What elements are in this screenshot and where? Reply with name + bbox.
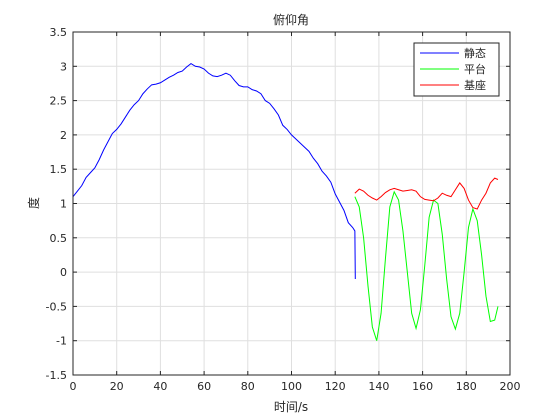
x-tick-label: 120 (325, 380, 346, 393)
y-tick-label: 0 (60, 266, 67, 279)
y-tick-label: -1.5 (46, 369, 67, 382)
x-tick-label: 100 (281, 380, 302, 393)
x-tick-label: 0 (70, 380, 77, 393)
x-tick-label: 60 (197, 380, 211, 393)
x-tick-label: 140 (368, 380, 389, 393)
axis-ticks: 0 20 40 60 80 100 120 140 160 180 200 -1.5 -1 -0.5 0 0.… (46, 26, 521, 393)
y-tick-label: 0.5 (50, 232, 68, 245)
x-tick-label: 200 (500, 380, 521, 393)
y-tick-label: 2.5 (50, 95, 68, 108)
series-line (354, 177, 499, 210)
legend-label: 基座 (464, 78, 486, 92)
series-line (72, 62, 356, 279)
y-axis-title: 度 (26, 197, 41, 209)
y-tick-label: 3 (60, 60, 67, 73)
chart-title: 俯仰角 (273, 12, 309, 27)
x-tick-label: 80 (241, 380, 255, 393)
series-line (354, 190, 499, 341)
y-tick-label: 3.5 (50, 26, 68, 39)
legend-label: 平台 (464, 62, 486, 76)
y-tick-label: 2 (60, 129, 67, 142)
y-tick-label: -1 (56, 335, 67, 348)
x-tick-label: 180 (456, 380, 477, 393)
y-tick-label: 1.5 (50, 163, 68, 176)
legend-label: 静态 (464, 46, 486, 60)
x-tick-label: 40 (153, 380, 167, 393)
x-tick-label: 20 (110, 380, 124, 393)
x-tick-label: 160 (412, 380, 433, 393)
y-tick-label: -0.5 (46, 300, 67, 313)
y-tick-label: 1 (60, 198, 67, 211)
series-lines (72, 62, 499, 341)
x-axis-title: 时间/s (274, 400, 308, 414)
